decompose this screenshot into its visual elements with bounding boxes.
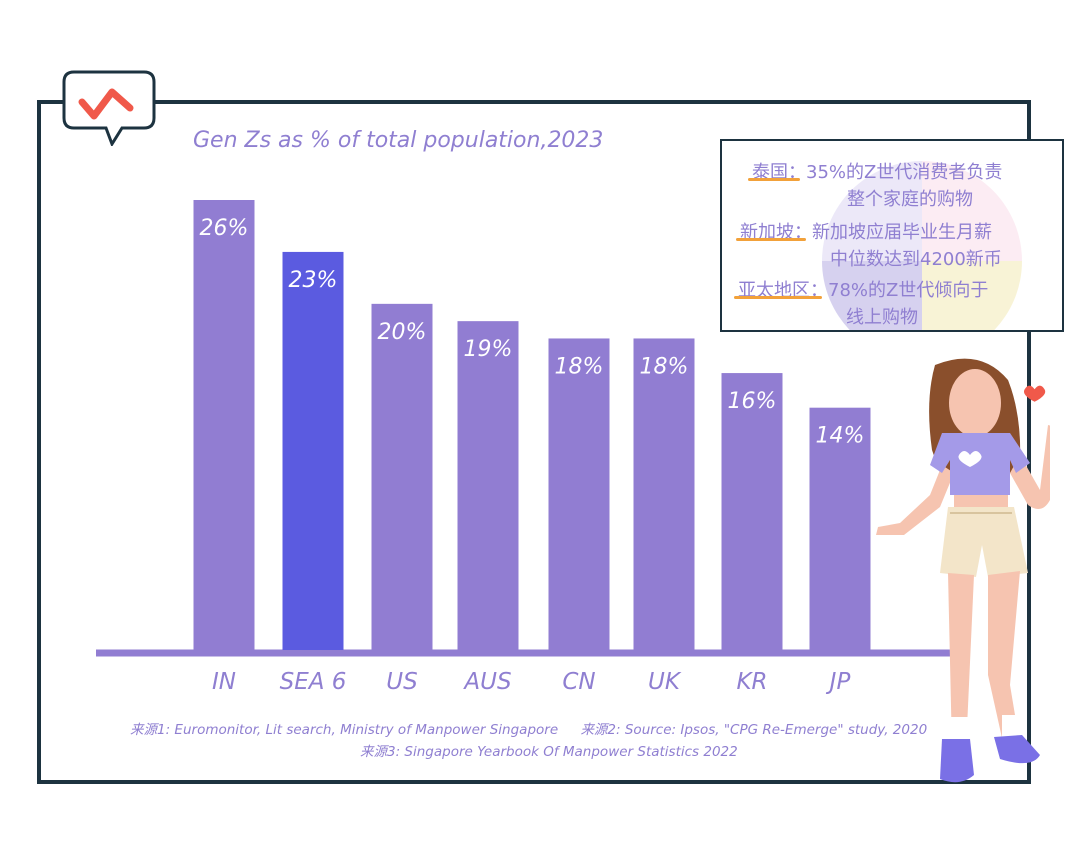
source-1: 来源1: Euromonitor, Lit search, Ministry o… [130,722,559,738]
bar-value-label: 14% [816,424,865,449]
bar-value-label: 18% [555,354,604,379]
info-text-apac-1: 78%的Z世代倾向于 [828,280,989,301]
info-box-decoration [822,161,1022,330]
info-text-singapore-2: 中位数达到4200新币 [830,249,1002,270]
info-key-singapore: 新加坡： [740,222,812,243]
bar-sea-6 [282,251,344,650]
category-label: JP [826,669,851,695]
info-key-apac: 亚太地区： [738,280,828,301]
bar-cn [548,338,610,650]
source-3: 来源3: Singapore Yearbook Of Manpower Stat… [360,744,738,760]
info-text-thailand-2: 整个家庭的购物 [847,189,973,210]
bar-value-label: 20% [378,320,427,345]
info-item-apac: 亚太地区：78%的Z世代倾向于 线上购物 [738,277,989,330]
bar-us [371,303,433,650]
checkmark-speech-bubble-icon [62,70,156,146]
category-label: KR [736,669,767,695]
bar-aus [457,321,519,650]
info-box: 泰国：35%的Z世代消费者负责 整个家庭的购物 新加坡：新加坡应届毕业生月薪 中… [720,139,1064,332]
sources-footnote: 来源1: Euromonitor, Lit search, Ministry o… [130,719,930,763]
bar-uk [633,338,695,650]
bar-value-label: 18% [640,354,689,379]
bar-value-label: 23% [289,268,338,293]
info-item-singapore: 新加坡：新加坡应届毕业生月薪 中位数达到4200新币 [740,219,1002,273]
info-text-thailand-1: 35%的Z世代消费者负责 [806,162,1003,183]
bar-kr [721,373,783,650]
bar-value-label: 26% [200,216,249,241]
source-2: 来源2: Source: Ipsos, "CPG Re-Emerge" stud… [580,722,928,738]
chart-title: Gen Zs as % of total population,2023 [193,128,604,153]
info-item-thailand: 泰国：35%的Z世代消费者负责 整个家庭的购物 [752,159,1002,213]
bar-in [193,200,255,650]
info-text-apac-2: 线上购物 [846,307,918,328]
bar-jp [809,407,871,650]
girl-finger-heart-illustration [876,358,1050,783]
category-label: UK [648,669,682,695]
category-label: US [386,669,417,695]
category-label: SEA 6 [280,669,347,695]
bar-value-label: 16% [728,389,777,414]
category-label: IN [212,669,236,695]
info-text-singapore-1: 新加坡应届毕业生月薪 [812,222,992,243]
category-label: AUS [462,669,511,695]
info-key-thailand: 泰国： [752,162,806,183]
category-label: CN [562,669,595,695]
bar-value-label: 19% [464,337,513,362]
